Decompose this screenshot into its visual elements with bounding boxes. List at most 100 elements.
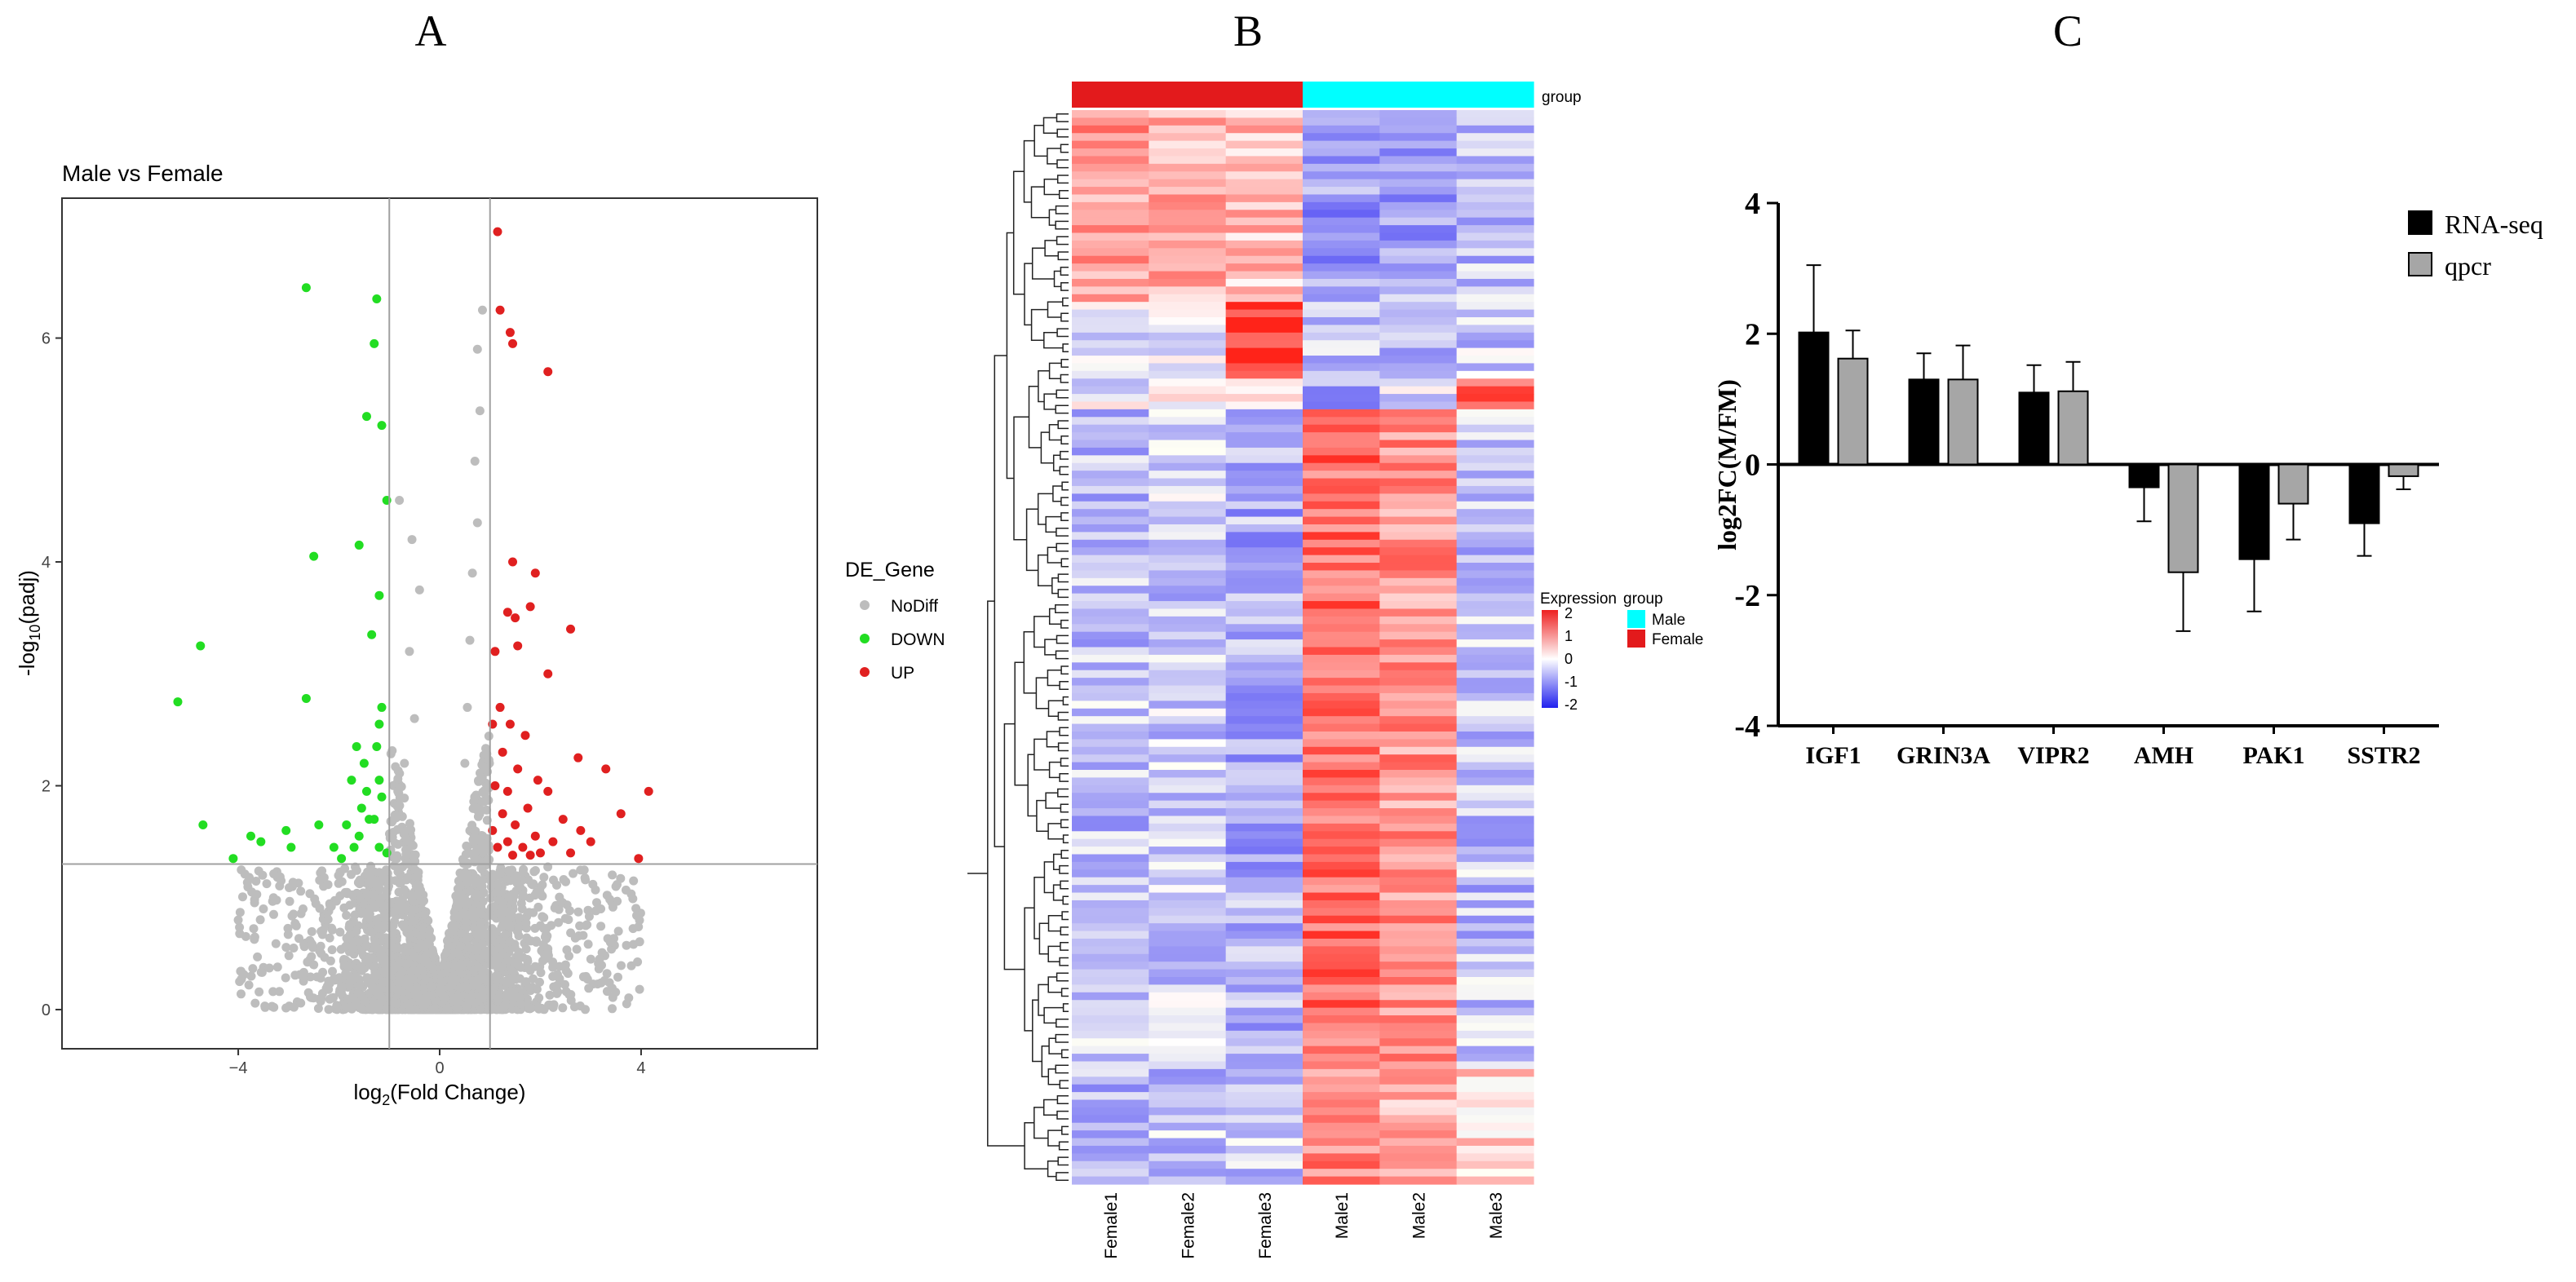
heatmap-cell bbox=[1456, 624, 1534, 633]
heatmap-cell bbox=[1456, 900, 1534, 908]
heatmap-cell bbox=[1456, 1045, 1534, 1054]
heatmap-cell bbox=[1303, 685, 1380, 694]
heatmap-cell bbox=[1225, 248, 1303, 257]
heatmap-cell bbox=[1303, 692, 1380, 701]
point-up bbox=[576, 825, 586, 835]
heatmap-cell bbox=[1225, 869, 1303, 878]
point-nodiff bbox=[600, 975, 609, 985]
heatmap-cell bbox=[1149, 509, 1227, 518]
heatmap-cell bbox=[1303, 156, 1380, 165]
point-nodiff bbox=[355, 893, 365, 903]
heatmap-cell bbox=[1149, 1023, 1227, 1032]
heatmap-cell bbox=[1456, 455, 1534, 464]
bar-category-label: SSTR2 bbox=[2347, 742, 2420, 769]
point-nodiff bbox=[361, 940, 371, 950]
point-nodiff bbox=[407, 890, 416, 900]
point-down bbox=[314, 820, 324, 830]
heatmap-cell bbox=[1072, 777, 1149, 786]
heatmap-cell bbox=[1303, 1045, 1380, 1054]
point-nodiff bbox=[296, 886, 306, 896]
heatmap-cell bbox=[1225, 923, 1303, 932]
point-nodiff bbox=[525, 966, 535, 975]
heatmap-cell bbox=[1379, 493, 1458, 502]
point-up bbox=[530, 568, 540, 578]
heatmap-cell bbox=[1303, 302, 1380, 311]
heatmap-cell bbox=[1072, 962, 1149, 970]
point-nodiff bbox=[332, 1001, 342, 1011]
heatmap-cell bbox=[1225, 516, 1303, 525]
bar-rna-seq bbox=[2348, 463, 2380, 524]
bar-y-tick-label: 4 bbox=[1745, 187, 1760, 221]
heatmap-cell bbox=[1456, 417, 1534, 426]
heatmap-cell bbox=[1072, 278, 1149, 287]
point-nodiff bbox=[477, 305, 487, 315]
heatmap-cell bbox=[1149, 861, 1227, 870]
heatmap-cell bbox=[1303, 455, 1380, 464]
bar-category-label: PAK1 bbox=[2242, 742, 2304, 769]
heatmap-cell bbox=[1072, 485, 1149, 494]
point-nodiff bbox=[255, 987, 264, 997]
heatmap-cell bbox=[1149, 1007, 1227, 1016]
heatmap-cell bbox=[1303, 524, 1380, 533]
heatmap-cell bbox=[1379, 356, 1458, 365]
heatmap-cell bbox=[1072, 225, 1149, 234]
point-nodiff bbox=[367, 981, 377, 990]
heatmap-cell bbox=[1225, 885, 1303, 894]
point-nodiff bbox=[357, 1004, 367, 1014]
point-nodiff bbox=[635, 937, 644, 947]
heatmap-cell bbox=[1072, 754, 1149, 763]
heatmap-cell bbox=[1225, 532, 1303, 541]
heatmap-cell bbox=[1379, 563, 1458, 572]
point-down bbox=[365, 815, 374, 824]
point-nodiff bbox=[253, 952, 263, 962]
heatmap-cell bbox=[1303, 370, 1380, 379]
heatmap-cell bbox=[1225, 900, 1303, 908]
legend-label-female: Female bbox=[1652, 631, 1703, 648]
heatmap-cell bbox=[1456, 685, 1534, 694]
point-nodiff bbox=[443, 935, 453, 945]
point-nodiff bbox=[617, 961, 626, 970]
point-nodiff bbox=[480, 786, 489, 796]
heatmap-cell bbox=[1225, 808, 1303, 817]
group-annotation-bar bbox=[1072, 82, 1534, 108]
heatmap-cell bbox=[1379, 478, 1458, 487]
heatmap-cell bbox=[1072, 716, 1149, 725]
heatmap-cell bbox=[1456, 217, 1534, 226]
heatmap-cell bbox=[1072, 309, 1149, 318]
point-nodiff bbox=[538, 939, 548, 949]
point-nodiff bbox=[479, 875, 489, 885]
point-down bbox=[374, 776, 384, 785]
heatmap-cell bbox=[1225, 1153, 1303, 1162]
heatmap-cell bbox=[1303, 708, 1380, 717]
heatmap-cell bbox=[1303, 309, 1380, 318]
heatmap-cell bbox=[1379, 708, 1458, 717]
heatmap-cell bbox=[1303, 563, 1380, 572]
heatmap-cell bbox=[1379, 347, 1458, 356]
heatmap-cell bbox=[1456, 187, 1534, 196]
heatmap-cell bbox=[1379, 217, 1458, 226]
point-nodiff bbox=[497, 909, 507, 919]
point-nodiff bbox=[472, 518, 482, 528]
heatmap-cell bbox=[1072, 539, 1149, 548]
heatmap-cell bbox=[1456, 1145, 1534, 1154]
heatmap-cell bbox=[1379, 1007, 1458, 1016]
heatmap-legend-scale-title: Expression bbox=[1540, 590, 1617, 608]
point-nodiff bbox=[560, 979, 569, 989]
legend-swatch-male bbox=[1627, 610, 1645, 628]
heatmap-cell bbox=[1456, 356, 1534, 365]
heatmap-cell bbox=[1456, 1054, 1534, 1063]
heatmap-cell bbox=[1225, 194, 1303, 203]
heatmap-cell bbox=[1303, 608, 1380, 617]
point-nodiff bbox=[419, 910, 429, 920]
heatmap-cell bbox=[1303, 286, 1380, 295]
heatmap-cell bbox=[1303, 417, 1380, 426]
heatmap-cell bbox=[1456, 294, 1534, 303]
heatmap-cell bbox=[1379, 639, 1458, 648]
point-nodiff bbox=[561, 877, 570, 886]
heatmap-cell bbox=[1149, 263, 1227, 272]
heatmap-cell bbox=[1072, 616, 1149, 625]
heatmap-cell bbox=[1379, 601, 1458, 610]
heatmap-cell bbox=[1149, 938, 1227, 947]
heatmap-cell bbox=[1379, 885, 1458, 894]
point-nodiff bbox=[400, 922, 409, 932]
